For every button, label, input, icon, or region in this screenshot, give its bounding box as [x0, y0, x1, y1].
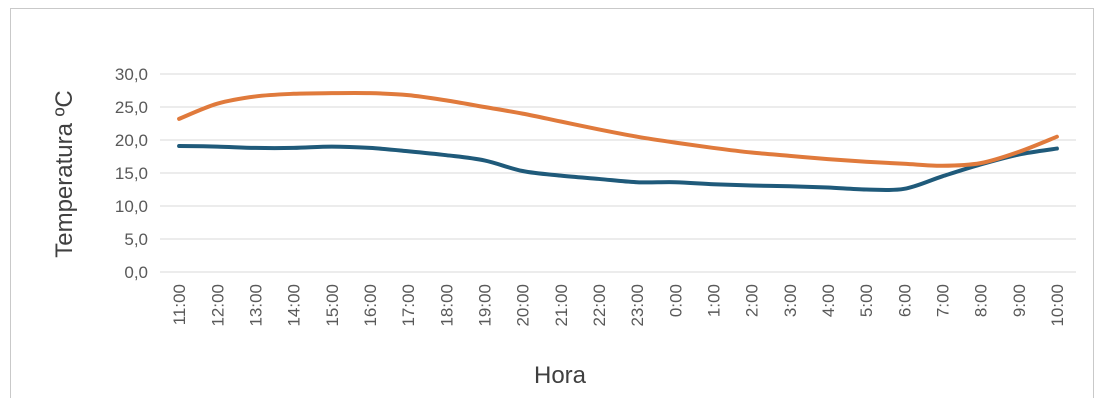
x-tick-label: 3:00 — [781, 284, 800, 317]
x-tick-label: 18:00 — [437, 284, 456, 327]
chart-frame — [10, 8, 1094, 398]
y-tick-label: 0,0 — [124, 263, 148, 282]
x-tick-label: 20:00 — [514, 284, 533, 327]
x-tick-label: 23:00 — [628, 284, 647, 327]
y-tick-labels: 0,0 5,0 10,0 15,0 20,0 25,0 30,0 — [115, 65, 148, 282]
x-tick-label: 13:00 — [246, 284, 265, 327]
y-tick-label: 5,0 — [124, 230, 148, 249]
y-tick-label: 15,0 — [115, 164, 148, 183]
y-tick-label: 25,0 — [115, 98, 148, 117]
x-tick-labels: 11:00 12:00 13:00 14:00 15:00 16:00 17:00 18:00… — [170, 284, 1067, 327]
gridlines — [160, 73, 1076, 273]
x-tick-label: 4:00 — [819, 284, 838, 317]
series-line-1 — [177, 143, 1059, 193]
x-tick-label: 19:00 — [475, 284, 494, 327]
x-tick-label: 12:00 — [208, 284, 227, 327]
x-tick-label: 21:00 — [552, 284, 571, 327]
x-tick-label: 22:00 — [590, 284, 609, 327]
x-tick-label: 10:00 — [1048, 284, 1067, 327]
x-tick-label: 14:00 — [285, 284, 304, 327]
y-axis-title: Temperatura ºC — [51, 90, 78, 258]
y-tick-label: 30,0 — [115, 65, 148, 84]
x-axis-title: Hora — [534, 362, 587, 389]
x-tick-label: 0:00 — [666, 284, 685, 317]
x-tick-label: 7:00 — [933, 284, 952, 317]
x-tick-label: 2:00 — [743, 284, 762, 317]
x-tick-label: 16:00 — [361, 284, 380, 327]
x-tick-label: 5:00 — [857, 284, 876, 317]
x-tick-label: 6:00 — [895, 284, 914, 317]
x-tick-label: 15:00 — [323, 284, 342, 327]
x-tick-label: 17:00 — [399, 284, 418, 327]
x-tick-label: 11:00 — [170, 284, 189, 325]
y-tick-label: 10,0 — [115, 197, 148, 216]
x-tick-label: 8:00 — [972, 284, 991, 317]
x-tick-label: 9:00 — [1010, 284, 1029, 317]
series-line-2 — [177, 90, 1059, 168]
x-tick-label: 1:00 — [704, 284, 723, 317]
line-chart: 0,0 5,0 10,0 15,0 20,0 25,0 30,0 11:00 12:00 13:… — [51, 65, 1076, 389]
series-lines — [177, 90, 1059, 193]
y-tick-label: 20,0 — [115, 131, 148, 150]
